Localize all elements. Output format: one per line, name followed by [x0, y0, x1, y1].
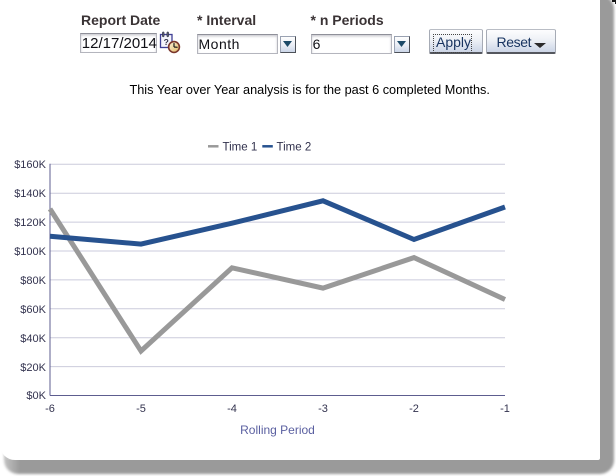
svg-text:$160K: $160K	[14, 159, 46, 171]
svg-text:$120K: $120K	[14, 217, 46, 229]
svg-text:$40K: $40K	[20, 333, 46, 345]
svg-text:-1: -1	[500, 403, 510, 415]
svg-text:Time 1: Time 1	[223, 142, 258, 154]
svg-text:$0K: $0K	[26, 390, 46, 402]
svg-text:-3: -3	[318, 403, 328, 415]
svg-text:?: ?	[163, 36, 168, 46]
svg-text:-5: -5	[136, 403, 146, 415]
svg-text:$60K: $60K	[20, 304, 46, 316]
svg-text:$80K: $80K	[20, 275, 46, 287]
svg-text:-4: -4	[227, 403, 237, 415]
svg-text:Time 2: Time 2	[277, 142, 312, 154]
svg-text:Rolling Period: Rolling Period	[240, 423, 315, 437]
svg-text:$100K: $100K	[14, 246, 46, 258]
svg-text:-6: -6	[45, 403, 55, 415]
svg-text:$20K: $20K	[20, 362, 46, 374]
svg-text:-2: -2	[409, 403, 419, 415]
svg-text:$140K: $140K	[14, 188, 46, 200]
